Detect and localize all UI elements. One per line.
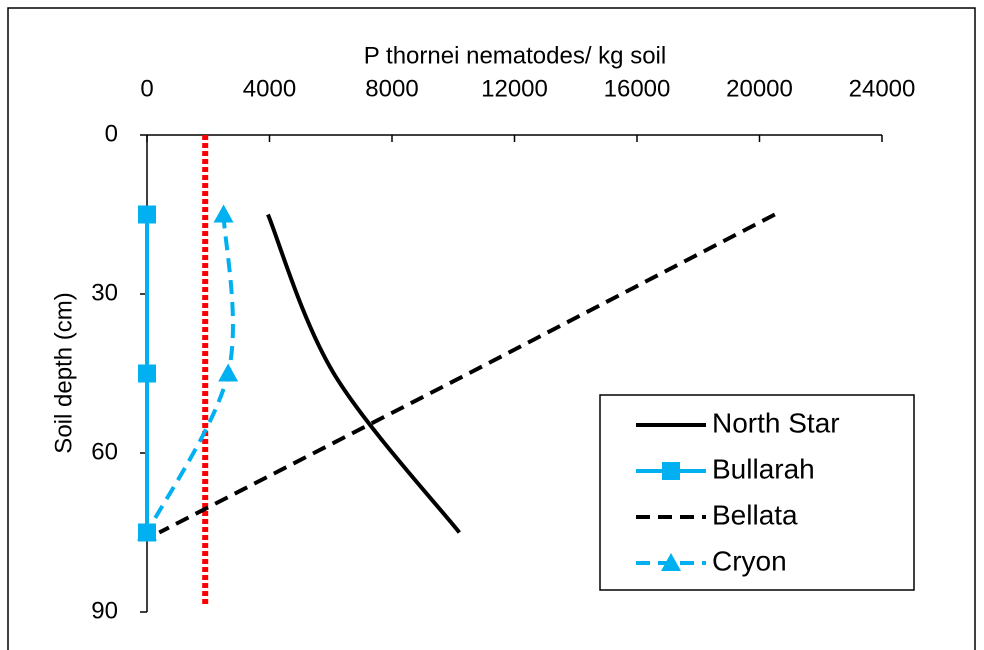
series-line — [266, 213, 461, 534]
x-tick-label: 12000 — [481, 75, 548, 102]
marker — [218, 363, 239, 382]
marker — [213, 204, 234, 223]
chart-border — [7, 7, 976, 650]
x-tick-label: 8000 — [365, 75, 418, 102]
x-tick-label: 0 — [140, 75, 153, 102]
x-tick-label: 24000 — [849, 75, 916, 102]
marker — [662, 462, 680, 480]
y-axis-label: Soil depth (cm) — [50, 292, 77, 453]
marker — [138, 364, 156, 383]
legend-label: Bellata — [712, 499, 798, 530]
x-axis-label: P thornei nematodes/ kg soil — [364, 42, 666, 69]
x-tick-label: 4000 — [243, 75, 296, 102]
x-tick-label: 16000 — [604, 75, 671, 102]
marker — [661, 553, 681, 571]
y-tick-label: 60 — [91, 438, 118, 465]
marker — [137, 522, 157, 541]
series-line — [145, 214, 235, 534]
legend-label: Cryon — [712, 545, 787, 576]
legend-label: Bullarah — [712, 453, 815, 484]
y-tick-label: 90 — [91, 597, 118, 624]
series-line — [158, 212, 776, 535]
legend-box — [599, 394, 915, 591]
y-tick-label: 30 — [91, 279, 118, 306]
x-tick-label: 20000 — [726, 75, 793, 102]
legend-label: North Star — [712, 407, 840, 438]
y-tick-label: 0 — [105, 120, 118, 147]
marker — [138, 205, 156, 224]
